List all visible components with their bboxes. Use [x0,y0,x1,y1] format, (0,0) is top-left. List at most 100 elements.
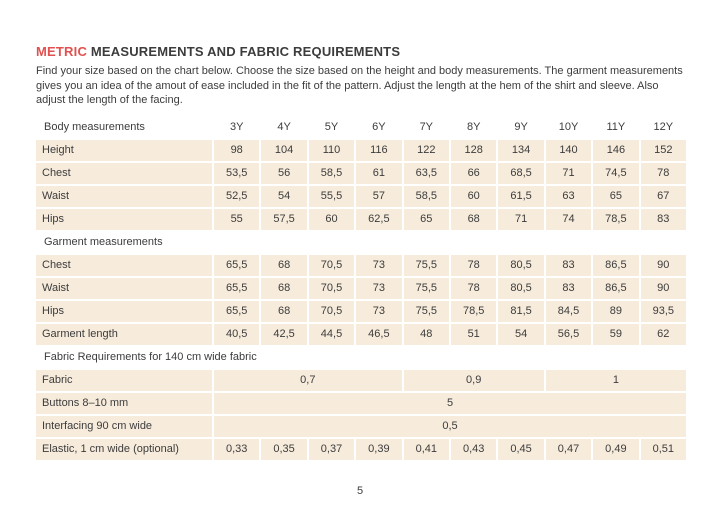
table-cell: 140 [545,139,592,161]
table-cell: 134 [498,139,544,161]
table-cell: 53,5 [214,162,260,184]
table-cell: 60 [451,185,497,207]
table-cell: 42,5 [261,323,307,345]
table-cell: 65 [403,208,449,230]
table-cell: 54 [261,185,307,207]
table-cell: 78,5 [593,208,639,230]
page-title-highlight: METRIC [36,44,88,59]
size-column-header: 6Y [372,121,386,133]
table-cell: 71 [498,208,544,230]
table-cell: 0,7 [214,369,402,391]
page-title: METRIC MEASUREMENTS AND FABRIC REQUIREME… [36,44,686,59]
table-cell: 0,5 [214,415,686,437]
table-cell: 1 [545,369,686,391]
table-cell: 54 [498,323,544,345]
table-cell: 65 [593,185,639,207]
table-cell: 128 [451,139,497,161]
table-cell: 80,5 [498,254,544,276]
table-cell: 84,5 [545,300,592,322]
size-column-header: 4Y [277,121,291,133]
table-cell: 62 [640,323,686,345]
row-label: Garment length [36,323,212,345]
row-label: Waist [36,277,212,299]
table-cell: 78,5 [451,300,497,322]
table-cell: 0,47 [545,438,592,460]
section-header: Fabric Requirements for 140 cm wide fabr… [44,351,257,363]
table-cell: 83 [545,277,592,299]
table-cell: 81,5 [498,300,544,322]
table-cell: 93,5 [640,300,686,322]
table-cell: 75,5 [403,300,449,322]
row-label: Chest [36,254,212,276]
size-column-header: 9Y [514,121,528,133]
table-cell: 73 [356,254,402,276]
table-cell: 66 [451,162,497,184]
table-cell: 60 [308,208,355,230]
size-column-header: 7Y [419,121,434,133]
table-cell: 110 [308,139,355,161]
table-cell: 78 [640,162,686,184]
table-cell: 70,5 [308,300,355,322]
table-cell: 0,45 [498,438,544,460]
table-cell: 0,51 [640,438,686,460]
table-cell: 68 [451,208,497,230]
table-cell: 51 [451,323,497,345]
row-label: Chest [36,162,212,184]
table-cell: 90 [640,277,686,299]
table-cell: 122 [403,139,449,161]
table-cell: 65,5 [214,254,260,276]
size-column-header: 5Y [324,121,339,133]
table-cell: 40,5 [214,323,260,345]
measurements-table: Body measurements 3Y 4Y 5Y 6Y 7Y 8Y 9Y 10Y 11Y 12Y… [36,117,686,460]
table-cell: 68,5 [498,162,544,184]
table-cell: 67 [640,185,686,207]
page-content: METRIC MEASUREMENTS AND FABRIC REQUIREME… [36,44,686,460]
table-cell: 146 [593,139,639,161]
table-cell: 104 [261,139,307,161]
table-cell: 0,37 [308,438,355,460]
table-cell: 83 [640,208,686,230]
table-cell: 56,5 [545,323,592,345]
table-cell: 61 [356,162,402,184]
table-cell: 57,5 [261,208,307,230]
table-cell: 48 [403,323,449,345]
row-label: Fabric [36,369,212,391]
size-column-header: 11Y [606,121,626,133]
table-cell: 57 [356,185,402,207]
row-label: Elastic, 1 cm wide (optional) [36,438,212,460]
table-cell: 73 [356,300,402,322]
table-cell: 46,5 [356,323,402,345]
table-cell: 89 [593,300,639,322]
table-cell: 62,5 [356,208,402,230]
table-cell: 98 [214,139,260,161]
table-cell: 74 [545,208,592,230]
table-cell: 80,5 [498,277,544,299]
size-column-header: 3Y [229,121,244,133]
table-cell: 90 [640,254,686,276]
table-cell: 86,5 [593,254,639,276]
table-cell: 63 [545,185,592,207]
table-cell: 56 [261,162,307,184]
table-cell: 68 [261,277,307,299]
table-cell: 0,49 [593,438,639,460]
table-cell: 68 [261,300,307,322]
table-cell: 55 [214,208,260,230]
section-header: Body measurements [44,121,145,133]
size-column-header: 12Y [653,121,674,133]
table-cell: 59 [593,323,639,345]
table-cell: 61,5 [498,185,544,207]
table-cell: 75,5 [403,254,449,276]
section-header: Garment measurements [44,236,163,248]
table-cell: 73 [356,277,402,299]
intro-paragraph: Find your size based on the chart below.… [36,65,683,106]
table-cell: 63,5 [403,162,449,184]
table-cell: 44,5 [308,323,355,345]
row-label: Hips [36,208,212,230]
table-cell: 116 [356,139,402,161]
table-cell: 0,9 [403,369,544,391]
table-cell: 0,39 [356,438,402,460]
row-label: Hips [36,300,212,322]
row-label: Height [36,139,212,161]
table-cell: 70,5 [308,277,355,299]
